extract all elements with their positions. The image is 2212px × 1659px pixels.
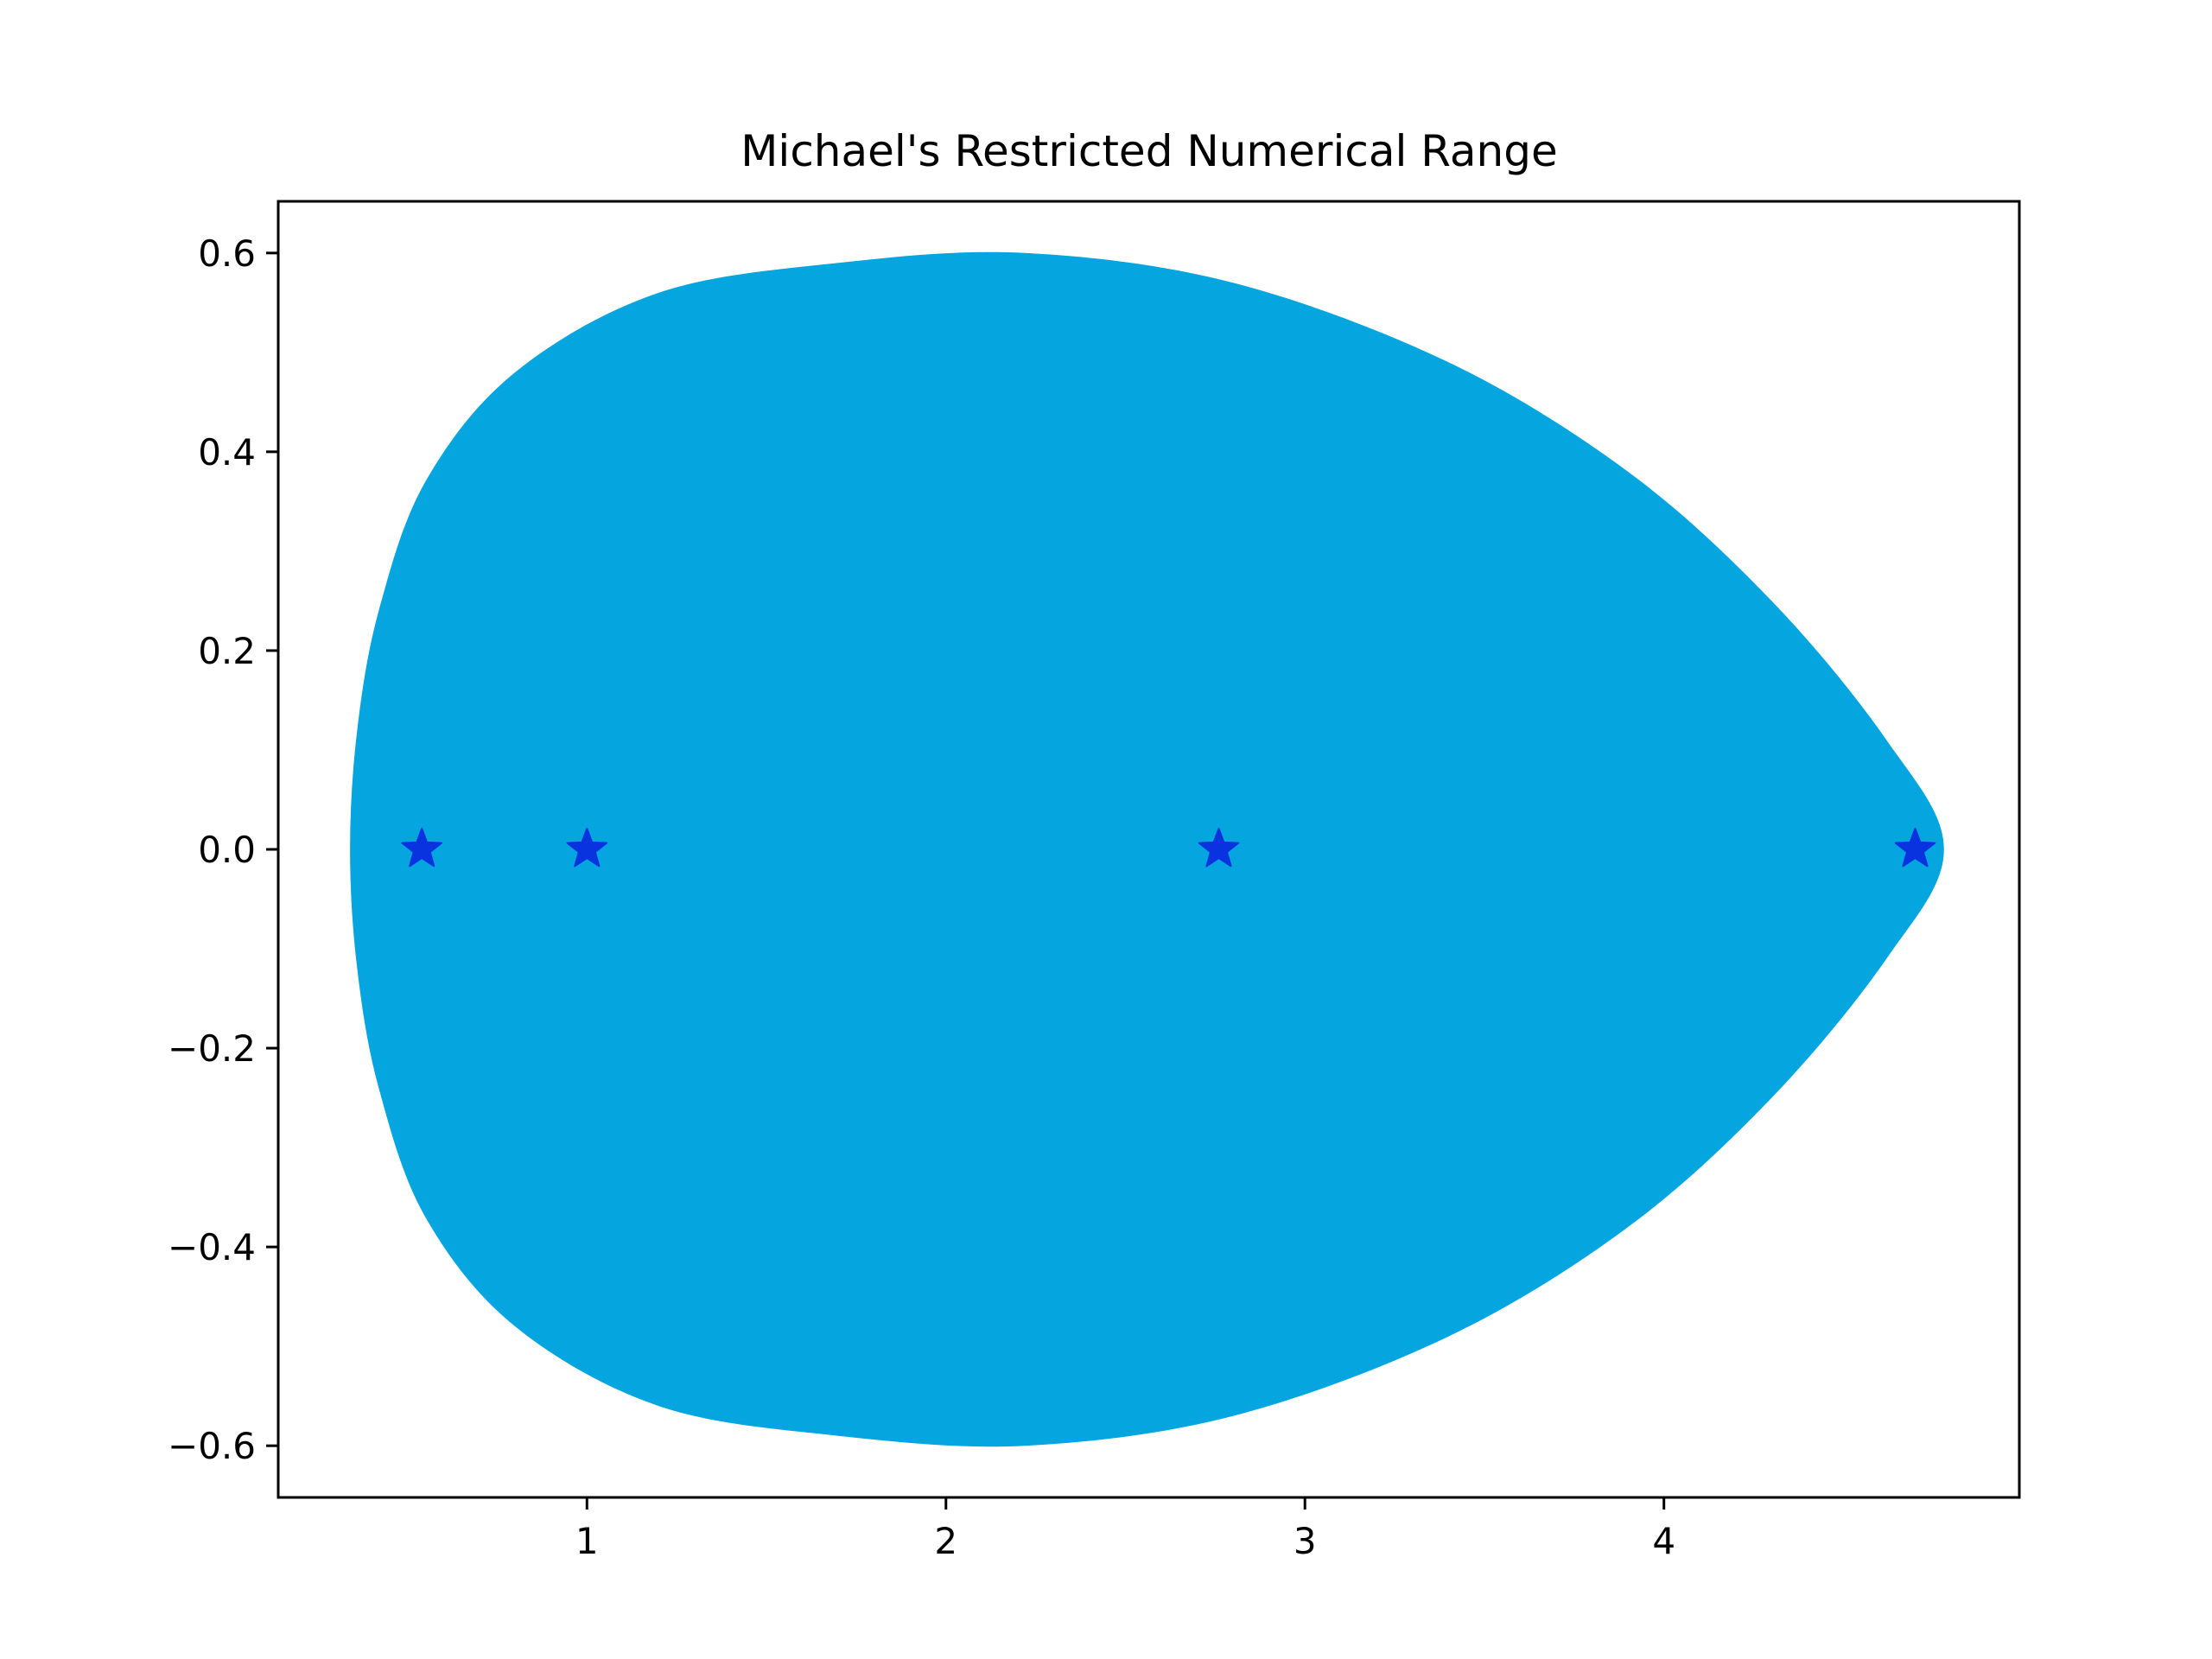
plot-area bbox=[350, 251, 1944, 1447]
x-tick-label: 3 bbox=[1294, 1520, 1317, 1562]
eigenvalue-star-marker bbox=[566, 828, 608, 868]
x-tick-label: 2 bbox=[934, 1520, 957, 1562]
eigenvalue-star-marker bbox=[401, 828, 442, 868]
y-tick-label: 0.6 bbox=[198, 232, 256, 275]
y-axis: 0.6 0.4 0.2 0.0 −0.2 −0.4 −0.6 bbox=[168, 232, 278, 1467]
y-tick-label: −0.6 bbox=[168, 1425, 256, 1467]
y-tick-label: 0.0 bbox=[198, 829, 256, 871]
y-tick-label: −0.2 bbox=[168, 1027, 256, 1070]
y-tick-label: −0.4 bbox=[168, 1226, 256, 1268]
x-tick-label: 1 bbox=[575, 1520, 599, 1562]
y-tick-label: 0.2 bbox=[198, 630, 256, 672]
y-tick-label: 0.4 bbox=[198, 431, 256, 474]
chart-title: Michael's Restricted Numerical Range bbox=[741, 126, 1557, 176]
eigenvalue-star-marker bbox=[1198, 828, 1240, 868]
x-axis: 1 2 3 4 bbox=[575, 1497, 1675, 1562]
numerical-range-region bbox=[350, 251, 1944, 1447]
x-tick-label: 4 bbox=[1652, 1520, 1675, 1562]
eigenvalue-star-marker bbox=[1894, 828, 1936, 868]
